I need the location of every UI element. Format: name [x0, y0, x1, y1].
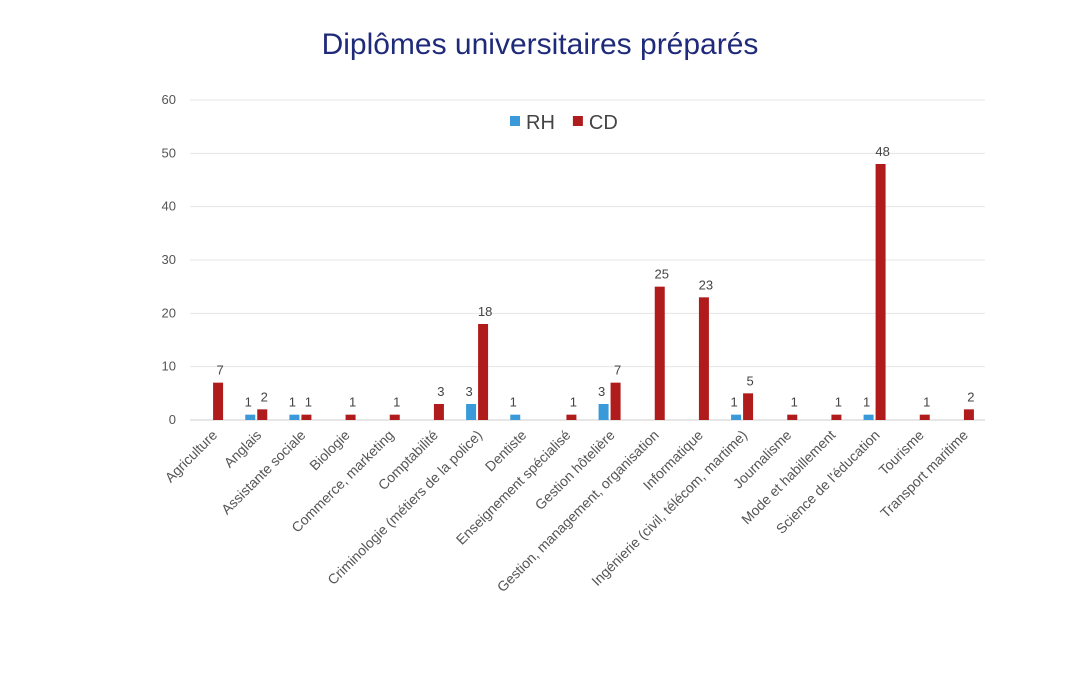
y-tick-label: 0 [169, 412, 176, 427]
bar-cd [566, 414, 577, 420]
bar-cd [257, 409, 268, 420]
data-label-cd: 1 [305, 395, 312, 410]
gridlines [190, 99, 985, 421]
y-tick-label: 60 [162, 92, 176, 107]
data-label-cd: 5 [746, 373, 753, 388]
data-label-rh: 3 [465, 384, 472, 399]
data-label-rh: 1 [863, 395, 870, 410]
bar-cd [963, 409, 974, 420]
data-label-rh: 1 [730, 395, 737, 410]
data-label-rh: 1 [245, 395, 252, 410]
bar-cd [787, 414, 798, 420]
y-tick-label: 30 [162, 252, 176, 267]
data-label-cd: 48 [875, 144, 889, 159]
legend-swatch-cd [572, 116, 583, 126]
legend-swatch-rh [510, 116, 520, 126]
y-axis: 0 10 20 30 40 50 60 [162, 92, 176, 427]
y-tick-label: 20 [162, 305, 176, 320]
bar-rh [289, 414, 300, 420]
bar-cd [213, 382, 224, 420]
data-label-cd: 1 [393, 395, 400, 410]
bar-rh [245, 414, 256, 420]
data-label-rh: 1 [510, 395, 517, 410]
bar-rh [598, 404, 609, 420]
bar-cd [433, 404, 444, 420]
data-label-cd: 1 [349, 395, 356, 410]
bar-cd [389, 414, 400, 420]
data-label-cd: 2 [967, 389, 974, 404]
data-label-cd: 7 [216, 363, 223, 378]
data-label-cd: 1 [835, 395, 842, 410]
bar-rh [466, 404, 477, 420]
bars [213, 164, 974, 420]
bar-cd [301, 414, 312, 420]
x-category-label: Assistante sociale [218, 427, 309, 518]
x-category-label: Gestion, management, organisation [494, 427, 662, 595]
bar-rh [863, 414, 874, 420]
bar-cd [698, 297, 709, 420]
bar-cd [831, 414, 842, 420]
bar-cd [478, 324, 489, 420]
x-category-label: Anglais [221, 427, 265, 471]
bar-cd [610, 382, 621, 420]
data-label-cd: 2 [261, 389, 268, 404]
y-tick-label: 10 [162, 359, 176, 374]
bar-cd [919, 414, 930, 420]
data-label-cd: 23 [699, 277, 713, 292]
data-label-cd: 1 [923, 395, 930, 410]
bar-cd [743, 393, 754, 420]
legend-label-cd: CD [589, 112, 618, 134]
bar-cd [875, 164, 886, 420]
data-label-cd: 3 [437, 384, 444, 399]
bar-rh [731, 414, 742, 420]
data-label-cd: 25 [655, 267, 669, 282]
data-label-cd: 1 [570, 395, 577, 410]
data-label-cd: 1 [791, 395, 798, 410]
bar-rh [510, 414, 521, 420]
chart-title: Diplômes universitaires préparés [321, 28, 759, 61]
data-label-rh: 1 [289, 395, 296, 410]
bar-cd [654, 286, 665, 420]
legend-label-rh: RH [526, 112, 555, 134]
bar-cd [345, 414, 356, 420]
data-label-rh: 3 [598, 384, 605, 399]
x-category-label: Agriculture [162, 427, 221, 486]
x-category-label: Gestion hôtelière [532, 427, 618, 513]
y-tick-label: 50 [162, 145, 176, 160]
data-label-cd: 7 [614, 363, 621, 378]
data-label-cd: 18 [478, 304, 492, 319]
y-tick-label: 40 [162, 199, 176, 214]
legend: RH CD [510, 112, 618, 134]
